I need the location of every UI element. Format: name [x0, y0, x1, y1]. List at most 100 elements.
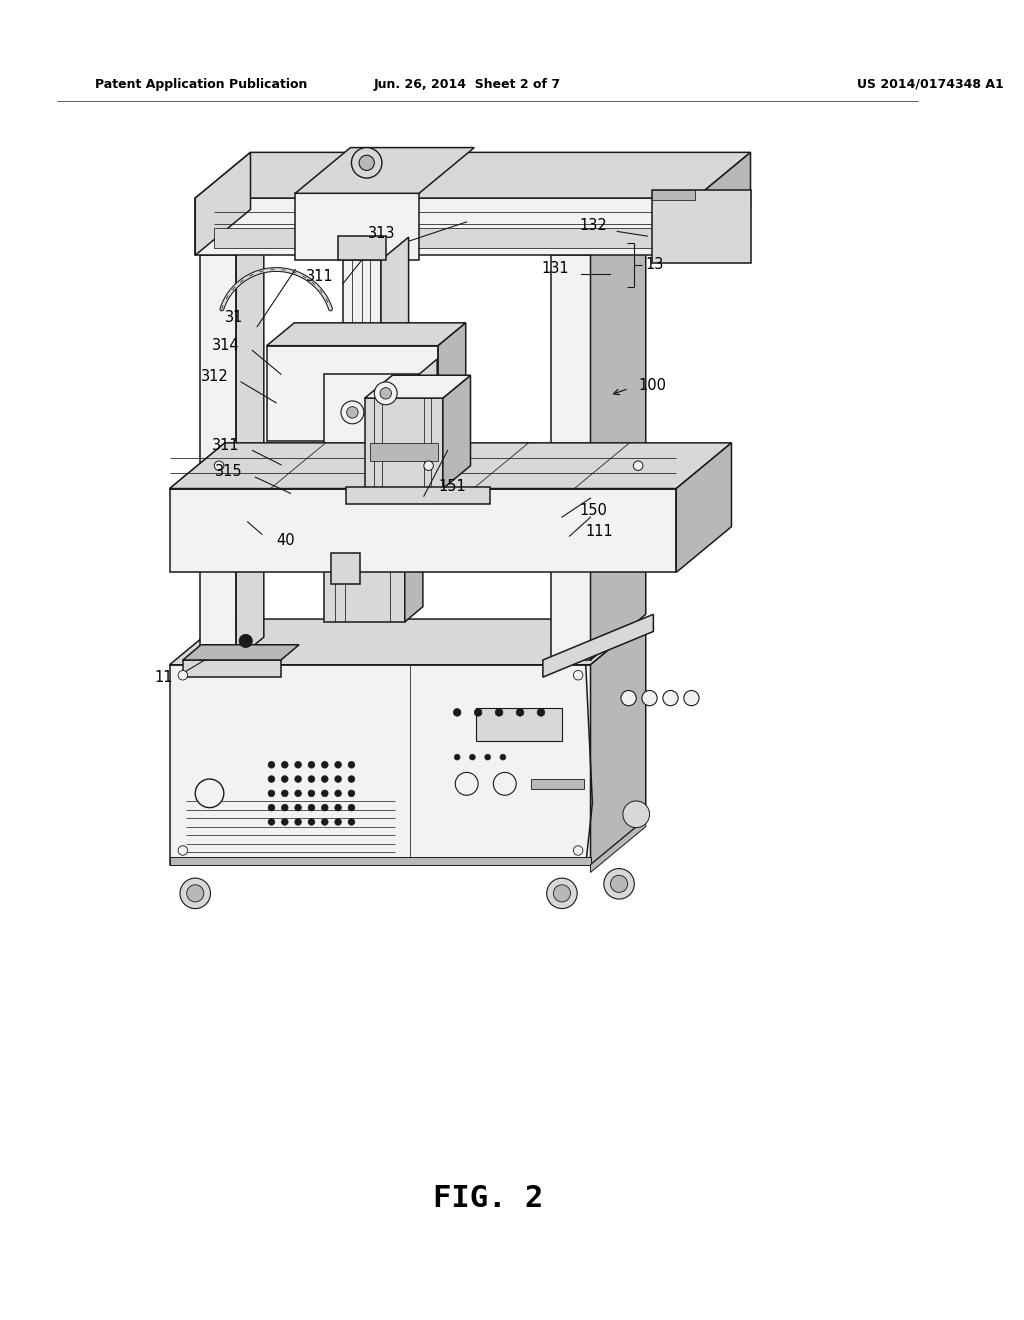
Bar	[370, 444, 438, 462]
Circle shape	[282, 762, 288, 768]
Polygon shape	[332, 553, 360, 583]
Polygon shape	[237, 232, 264, 660]
Bar	[476, 708, 562, 741]
Circle shape	[623, 801, 649, 828]
Polygon shape	[695, 152, 751, 255]
Circle shape	[282, 776, 288, 783]
Circle shape	[178, 671, 187, 680]
Circle shape	[322, 818, 328, 825]
Circle shape	[380, 388, 391, 399]
Circle shape	[308, 818, 314, 825]
Polygon shape	[419, 359, 437, 517]
Circle shape	[347, 407, 358, 418]
Circle shape	[335, 818, 341, 825]
Circle shape	[335, 804, 341, 810]
Circle shape	[348, 804, 354, 810]
Circle shape	[282, 789, 288, 797]
Circle shape	[424, 461, 433, 470]
Polygon shape	[295, 148, 474, 193]
Text: 312: 312	[201, 368, 228, 384]
Polygon shape	[404, 511, 423, 622]
Circle shape	[348, 818, 354, 825]
Circle shape	[295, 762, 301, 768]
Circle shape	[308, 776, 314, 783]
Circle shape	[470, 754, 475, 760]
Bar	[338, 236, 386, 260]
Bar	[214, 227, 676, 248]
Text: 13: 13	[646, 257, 665, 272]
Circle shape	[239, 635, 252, 648]
Text: 313: 313	[368, 226, 395, 240]
Circle shape	[610, 875, 628, 892]
Circle shape	[496, 709, 503, 717]
Circle shape	[351, 148, 382, 178]
Polygon shape	[305, 445, 323, 536]
Circle shape	[455, 754, 460, 760]
Polygon shape	[591, 210, 646, 660]
Polygon shape	[266, 323, 466, 346]
Circle shape	[348, 776, 354, 783]
Circle shape	[538, 709, 545, 717]
Polygon shape	[365, 375, 470, 399]
Polygon shape	[591, 818, 646, 873]
Circle shape	[454, 709, 461, 717]
Circle shape	[268, 818, 274, 825]
Circle shape	[308, 789, 314, 797]
Polygon shape	[183, 660, 281, 677]
Polygon shape	[381, 238, 409, 579]
Circle shape	[621, 690, 636, 706]
Circle shape	[516, 709, 524, 717]
Circle shape	[322, 789, 328, 797]
Polygon shape	[438, 323, 466, 441]
Polygon shape	[266, 346, 438, 441]
Polygon shape	[591, 619, 646, 865]
Circle shape	[295, 789, 301, 797]
Circle shape	[359, 156, 375, 170]
Circle shape	[348, 762, 354, 768]
Text: 100: 100	[638, 379, 667, 393]
Circle shape	[214, 461, 224, 470]
Polygon shape	[200, 255, 237, 660]
Text: 11: 11	[155, 669, 173, 685]
Polygon shape	[196, 152, 251, 255]
Circle shape	[642, 690, 657, 706]
Text: 151: 151	[438, 479, 466, 494]
Circle shape	[474, 709, 482, 717]
Text: Patent Application Publication: Patent Application Publication	[95, 78, 307, 91]
Text: 311: 311	[212, 438, 240, 453]
Circle shape	[348, 789, 354, 797]
Circle shape	[180, 878, 211, 908]
Circle shape	[295, 804, 301, 810]
Polygon shape	[443, 375, 470, 488]
Polygon shape	[365, 399, 443, 488]
Polygon shape	[170, 442, 731, 488]
Circle shape	[322, 804, 328, 810]
Polygon shape	[343, 260, 381, 579]
Circle shape	[282, 818, 288, 825]
Circle shape	[663, 690, 678, 706]
Text: 315: 315	[215, 463, 243, 479]
Circle shape	[308, 762, 314, 768]
Circle shape	[268, 776, 274, 783]
Circle shape	[196, 779, 224, 808]
Circle shape	[335, 776, 341, 783]
Circle shape	[634, 461, 643, 470]
Text: 31: 31	[224, 310, 243, 325]
Circle shape	[268, 762, 274, 768]
Polygon shape	[196, 152, 751, 198]
Polygon shape	[324, 527, 404, 622]
Text: 111: 111	[586, 524, 613, 539]
Circle shape	[604, 869, 634, 899]
Text: 311: 311	[306, 269, 334, 284]
Bar	[652, 190, 751, 263]
Text: 132: 132	[580, 218, 607, 234]
Polygon shape	[551, 255, 591, 660]
Circle shape	[494, 772, 516, 795]
Bar	[170, 857, 591, 865]
Circle shape	[500, 754, 506, 760]
Polygon shape	[255, 459, 305, 536]
Circle shape	[553, 884, 570, 902]
Circle shape	[322, 776, 328, 783]
Text: FIG. 2: FIG. 2	[432, 1184, 543, 1213]
Circle shape	[335, 762, 341, 768]
